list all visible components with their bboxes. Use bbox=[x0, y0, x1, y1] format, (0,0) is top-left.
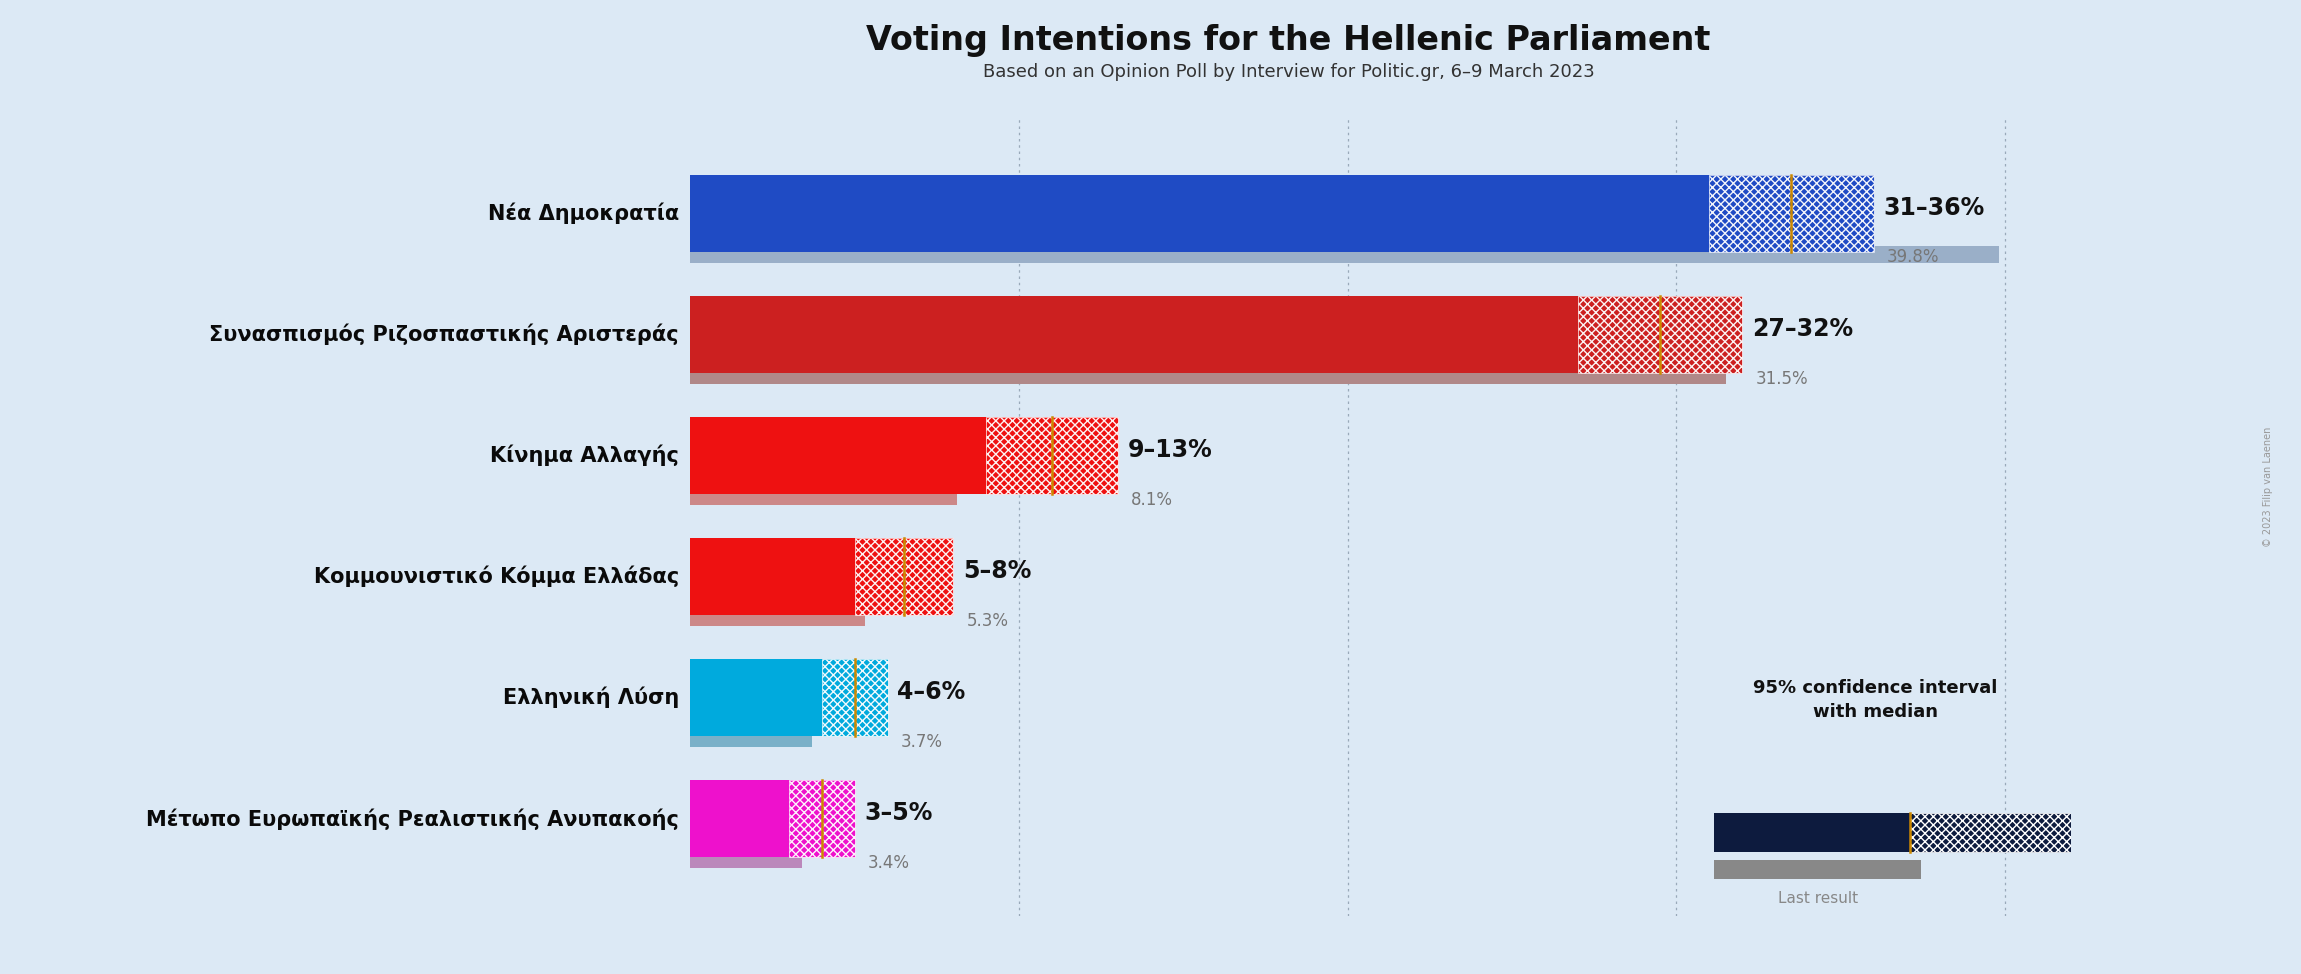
Bar bbox=[1578, 296, 1742, 373]
Bar bbox=[690, 538, 953, 616]
Bar bbox=[854, 538, 953, 616]
Text: Συνασπισμός Ριζοσπαστικής Αριστεράς: Συνασπισμός Ριζοσπαστικής Αριστεράς bbox=[209, 324, 679, 346]
Text: 31.5%: 31.5% bbox=[1756, 369, 1809, 388]
Text: Last result: Last result bbox=[1779, 891, 1857, 906]
Text: 8.1%: 8.1% bbox=[1130, 491, 1174, 508]
Bar bbox=[987, 417, 1118, 495]
Text: Κίνημα Αλλαγής: Κίνημα Αλλαγής bbox=[490, 445, 679, 467]
Text: 5–8%: 5–8% bbox=[964, 559, 1031, 582]
Text: Ελληνική Λύση: Ελληνική Λύση bbox=[502, 687, 679, 708]
Bar bbox=[690, 851, 803, 869]
Text: 9–13%: 9–13% bbox=[1127, 438, 1213, 462]
Text: 3.4%: 3.4% bbox=[867, 853, 909, 872]
Bar bbox=[1710, 175, 1873, 252]
Bar bbox=[789, 780, 854, 857]
Text: 5.3%: 5.3% bbox=[966, 612, 1008, 629]
Bar bbox=[1714, 813, 1910, 852]
Bar bbox=[1910, 813, 2071, 852]
Text: Νέα Δημοκρατία: Νέα Δημοκρατία bbox=[488, 203, 679, 224]
Bar bbox=[690, 488, 957, 506]
Bar bbox=[690, 246, 2000, 263]
Bar bbox=[690, 417, 1118, 495]
Text: Μέτωπο Ευρωπαϊκής Ρεαλιστικής Ανυπακοής: Μέτωπο Ευρωπαϊκής Ρεαλιστικής Ανυπακοής bbox=[145, 808, 679, 830]
Text: 39.8%: 39.8% bbox=[1887, 248, 1940, 267]
Bar bbox=[690, 659, 888, 736]
Bar bbox=[690, 730, 812, 747]
Bar bbox=[1714, 860, 1921, 879]
Bar bbox=[690, 780, 854, 857]
Bar bbox=[821, 659, 888, 736]
Bar bbox=[690, 610, 865, 626]
Text: Voting Intentions for the Hellenic Parliament: Voting Intentions for the Hellenic Parli… bbox=[867, 24, 1710, 57]
Text: 27–32%: 27–32% bbox=[1751, 317, 1852, 341]
Text: 3–5%: 3–5% bbox=[865, 801, 932, 825]
Text: © 2023 Filip van Laenen: © 2023 Filip van Laenen bbox=[2264, 427, 2273, 547]
Bar bbox=[690, 296, 1742, 373]
Bar bbox=[690, 367, 1726, 385]
Text: 4–6%: 4–6% bbox=[897, 680, 966, 704]
Text: 31–36%: 31–36% bbox=[1885, 196, 1986, 220]
Text: Κομμουνιστικό Κόμμα Ελλάδας: Κομμουνιστικό Κόμμα Ελλάδας bbox=[313, 566, 679, 587]
Bar bbox=[690, 175, 1873, 252]
Text: Based on an Opinion Poll by Interview for Politic.gr, 6–9 March 2023: Based on an Opinion Poll by Interview fo… bbox=[983, 63, 1595, 81]
Text: 95% confidence interval
with median: 95% confidence interval with median bbox=[1753, 679, 1997, 721]
Text: 3.7%: 3.7% bbox=[900, 732, 943, 751]
